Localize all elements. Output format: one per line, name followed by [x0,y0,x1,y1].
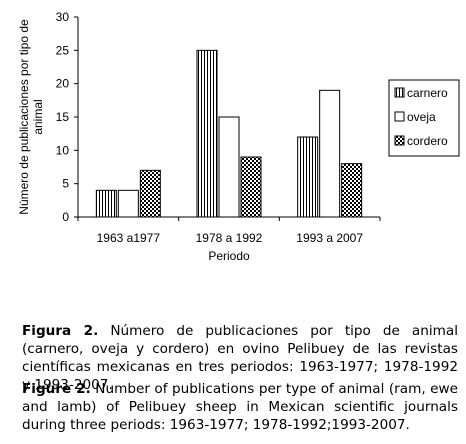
bar-oveja [218,116,240,218]
bar-cordero [139,169,161,218]
y-axis-title: Número de publicaciones por tipo deanima… [17,19,45,215]
caption-text-english: Number of publications per type of anima… [22,381,458,433]
caption-label-spanish: Figura 2. [22,323,99,339]
legend-label-oveja: oveja [407,110,436,124]
bar-chart: 0 5 10 15 20 25 30 1963 a1977 1978 a 1992 1993 a … [17,10,460,263]
x-axis-title: Periodo [208,249,250,263]
legend-label-cordero: cordero [407,134,448,148]
x-tick-label: 1978 a 1992 [196,231,263,245]
bar-carnero [196,49,218,218]
bar-cordero [240,156,262,218]
bar-oveja [117,189,139,218]
bar-carnero [95,189,117,218]
y-tick-label: 0 [62,210,69,224]
legend-label-carnero: carnero [407,86,448,100]
legend-swatch-cordero [394,135,405,146]
y-tick-label: 25 [56,43,70,57]
y-tick-label: 10 [56,143,70,157]
legend-swatch-carnero [394,87,405,98]
bar-carnero [297,136,319,218]
y-tick-label: 30 [56,10,70,24]
y-tick-label: 5 [62,177,69,191]
bar-cordero [341,163,363,218]
x-tick-label: 1963 a1977 [97,231,161,245]
figure-caption-spanish: Figura 2. Número de publicaciones por ti… [22,322,458,394]
bar-oveja [319,89,341,218]
legend: carnero oveja cordero [388,79,460,157]
caption-text-spanish: Número de publicaciones por tipo de anim… [22,323,458,393]
caption-label-english: Figure 2. [22,381,91,397]
figure-caption-english: Figure 2. Number of publications per typ… [22,380,458,434]
x-tick-label: 1993 a 2007 [296,231,363,245]
legend-swatch-oveja [394,111,405,122]
y-tick-label: 20 [56,77,70,91]
y-tick-label: 15 [56,110,70,124]
